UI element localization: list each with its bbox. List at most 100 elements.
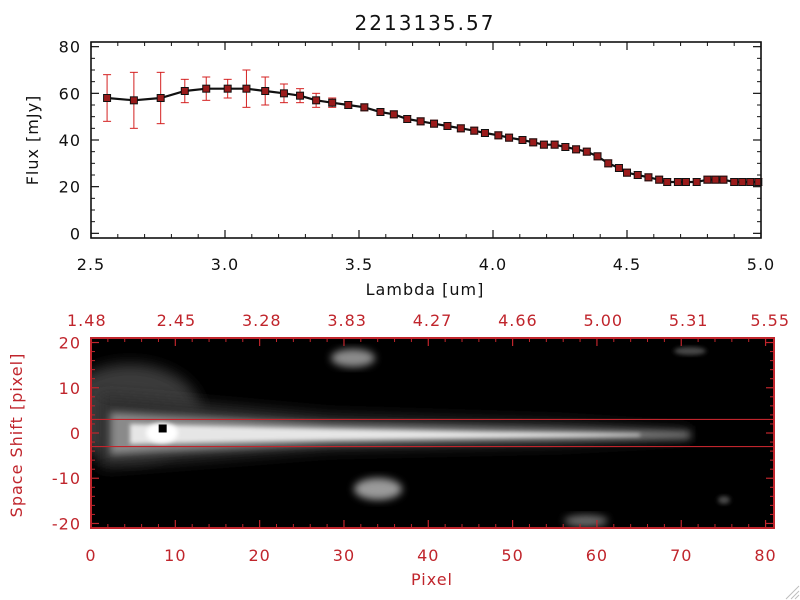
data-point xyxy=(389,110,398,119)
y-tick-label: 0 xyxy=(70,224,81,243)
data-point xyxy=(180,87,189,95)
top-axis-wavelength-label: 5.31 xyxy=(669,311,709,330)
data-point xyxy=(443,122,452,130)
image-x-tick-label: 40 xyxy=(417,546,439,565)
chart-title: 2213135.57 xyxy=(355,11,496,35)
y-tick-label: 60 xyxy=(59,84,81,103)
data-point xyxy=(593,152,602,161)
image-x-axis-label: Pixel xyxy=(411,570,453,589)
x-tick-label: 5.0 xyxy=(747,255,775,274)
data-point xyxy=(312,96,321,105)
spectrum-axes: 2.5 3.0 3.5 4.0 4.5 5.0 0 20 40 60 80 xyxy=(59,38,775,274)
data-point xyxy=(416,117,425,126)
y-tick-label: 80 xyxy=(59,38,81,57)
image-x-tick-label: 60 xyxy=(586,546,608,565)
x-tick-label: 3.0 xyxy=(211,255,239,274)
spectral-image xyxy=(91,338,774,528)
data-point xyxy=(480,129,489,137)
image-y-axis-label: Space Shift [pixel] xyxy=(7,353,26,518)
data-point xyxy=(738,178,747,186)
data-point xyxy=(644,173,653,182)
data-point xyxy=(103,94,112,102)
data-point xyxy=(328,98,337,107)
image-x-tick-label: 0 xyxy=(85,546,96,565)
data-point xyxy=(494,131,503,140)
x-tick-label: 2.5 xyxy=(77,255,105,274)
resize-grip-icon[interactable] xyxy=(785,585,800,600)
data-point xyxy=(655,175,664,184)
data-point xyxy=(430,119,439,128)
data-point xyxy=(703,175,712,184)
spectrum-x-axis-label: Lambda [um] xyxy=(366,280,485,299)
data-point xyxy=(279,89,288,98)
top-axis-wavelength-label: 5.55 xyxy=(750,311,790,330)
y-tick-label: 20 xyxy=(59,178,81,197)
data-point xyxy=(711,175,720,184)
data-point xyxy=(529,138,538,147)
spectral-image-panel: 0 10 20 30 40 50 60 70 80 1.48 2.45 3.28 3.83 4.27 4.6… xyxy=(7,311,790,589)
data-point xyxy=(719,175,728,184)
data-point xyxy=(518,136,527,144)
data-point xyxy=(561,143,570,151)
image-x-tick-label: 50 xyxy=(501,546,523,565)
data-point xyxy=(376,108,385,116)
data-point xyxy=(681,178,690,186)
top-axis-wavelength-label: 3.83 xyxy=(327,311,367,330)
spectrum-y-axis-label: Flux [mJy] xyxy=(23,95,42,186)
image-x-tick-label: 80 xyxy=(754,546,776,565)
peak-marker xyxy=(158,424,167,433)
data-point xyxy=(623,168,631,177)
data-point xyxy=(296,91,305,100)
image-x-tick-label: 30 xyxy=(333,546,355,565)
data-point xyxy=(663,178,672,186)
top-axis-wavelength-label: 3.28 xyxy=(242,311,282,330)
data-point xyxy=(223,84,232,93)
top-axis-wavelength-label: 4.66 xyxy=(498,311,538,330)
image-y-tick-label: -10 xyxy=(52,469,81,488)
data-point xyxy=(673,178,682,186)
spectrum-panel: 2213135.57 2.5 3.0 3.5 4.0 4.5 5.0 0 20 40 60 80 L… xyxy=(23,11,775,299)
x-tick-label: 3.5 xyxy=(345,255,373,274)
x-tick-label: 4.5 xyxy=(613,255,641,274)
data-point xyxy=(692,178,701,186)
data-point xyxy=(550,140,559,149)
data-point xyxy=(754,178,763,186)
x-tick-label: 4.0 xyxy=(479,255,507,274)
data-point xyxy=(129,96,138,105)
top-axis-wavelength-label: 2.45 xyxy=(157,311,197,330)
data-point xyxy=(156,94,165,102)
image-x-tick-label: 20 xyxy=(248,546,270,565)
data-point xyxy=(582,147,591,156)
top-axis-wavelength-label: 5.00 xyxy=(583,311,623,330)
spectrum-line xyxy=(107,87,759,184)
top-axis-wavelength-label: 1.48 xyxy=(67,311,107,330)
data-point xyxy=(202,84,211,93)
data-point xyxy=(604,159,613,168)
data-point xyxy=(456,124,465,133)
spectrum-axes-frame xyxy=(90,41,762,239)
data-point xyxy=(572,145,581,154)
data-point xyxy=(505,133,514,142)
data-point xyxy=(746,178,755,186)
data-point xyxy=(730,178,739,186)
data-point xyxy=(261,87,270,95)
spectral-image-overlay xyxy=(91,418,774,448)
data-point xyxy=(614,164,623,172)
data-point xyxy=(633,171,642,179)
data-point xyxy=(242,84,251,93)
top-axis-wavelength-label: 4.27 xyxy=(413,311,453,330)
data-point xyxy=(403,115,412,123)
image-x-tick-label: 10 xyxy=(164,546,186,565)
image-y-tick-label: 0 xyxy=(70,424,81,443)
image-y-tick-label: 20 xyxy=(59,334,81,353)
spectrum-plot-area xyxy=(103,69,763,186)
image-y-tick-label: -20 xyxy=(52,514,81,533)
image-y-tick-label: 10 xyxy=(59,379,81,398)
data-point xyxy=(360,103,369,112)
data-point xyxy=(344,101,353,109)
data-point xyxy=(539,140,548,149)
image-x-tick-label: 70 xyxy=(670,546,692,565)
data-point xyxy=(470,126,479,135)
y-tick-label: 40 xyxy=(59,131,81,150)
